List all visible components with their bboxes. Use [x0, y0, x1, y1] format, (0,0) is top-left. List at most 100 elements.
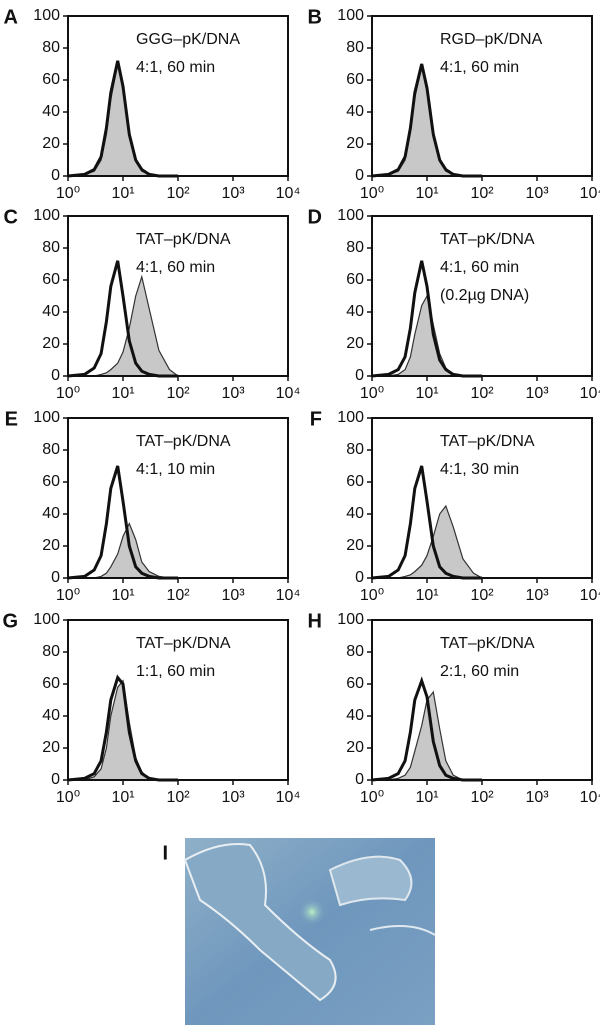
panel-label: H: [308, 610, 322, 632]
annotation: GGG–pK/DNA: [136, 31, 240, 48]
annotation: 4:1, 30 min: [440, 461, 519, 478]
annotation: TAT–pK/DNA: [136, 231, 231, 248]
x-tick-label: 10²: [166, 789, 190, 806]
y-tick-label: 60: [42, 675, 60, 692]
y-tick-label: 80: [42, 643, 60, 660]
x-tick-label: 10¹: [415, 385, 438, 402]
plot-frame: [67, 215, 289, 377]
y-tick-label: 80: [42, 441, 60, 458]
y-tick-label: 0: [355, 569, 364, 586]
annotation: 4:1, 60 min: [440, 59, 519, 76]
annotation: TAT–pK/DNA: [136, 433, 231, 450]
plot-frame: [67, 15, 289, 177]
x-tick-label: 10²: [166, 587, 190, 604]
y-tick-label: 100: [33, 409, 60, 426]
y-tick-label: 40: [42, 103, 60, 120]
plot-frame: [67, 619, 289, 781]
annotation: 4:1, 60 min: [136, 259, 215, 276]
y-tick-label: 20: [346, 335, 364, 352]
y-tick-label: 60: [346, 271, 364, 288]
x-tick-label: 10⁰: [56, 385, 80, 402]
x-tick-label: 10⁰: [360, 185, 384, 202]
plot-frame: [67, 417, 289, 579]
panel-label: I: [162, 842, 168, 864]
y-tick-label: 40: [42, 707, 60, 724]
x-tick-label: 10⁴: [276, 587, 301, 604]
x-tick-label: 10⁰: [360, 789, 384, 806]
panel: D 0 20 40 60 80 100 10⁰ 10¹ 10² 10³ 10⁴ TAT–pK/DNA 4:…: [308, 206, 600, 402]
plot-frame: [371, 15, 593, 177]
x-tick-label: 10³: [525, 385, 549, 402]
x-tick-label: 10⁴: [276, 385, 301, 402]
x-tick-label: 10¹: [111, 385, 134, 402]
x-tick-label: 10³: [221, 587, 245, 604]
y-tick-label: 100: [337, 611, 364, 628]
x-tick-label: 10¹: [415, 185, 438, 202]
y-tick-label: 20: [42, 135, 60, 152]
annotation: 2:1, 60 min: [440, 663, 519, 680]
y-tick-label: 0: [51, 367, 60, 384]
y-tick-label: 40: [42, 505, 60, 522]
y-tick-label: 100: [337, 207, 364, 224]
panel: A 0 20 40 60 80 100 10⁰ 10¹ 10² 10³ 10⁴ GGG–pK/DNA 4:…: [4, 6, 301, 202]
y-tick-label: 20: [346, 739, 364, 756]
annotation: 1:1, 60 min: [136, 663, 215, 680]
y-tick-label: 80: [346, 643, 364, 660]
y-tick-label: 80: [42, 239, 60, 256]
x-tick-label: 10²: [470, 385, 494, 402]
x-tick-label: 10³: [221, 789, 245, 806]
x-tick-label: 10⁰: [56, 185, 80, 202]
x-tick-label: 10²: [470, 789, 494, 806]
x-tick-label: 10²: [166, 385, 190, 402]
y-tick-label: 20: [42, 335, 60, 352]
y-tick-label: 60: [42, 473, 60, 490]
annotation: TAT–pK/DNA: [136, 635, 231, 652]
x-tick-label: 10⁰: [360, 587, 384, 604]
y-tick-label: 40: [346, 103, 364, 120]
panel-label: F: [310, 408, 322, 430]
y-tick-label: 0: [51, 771, 60, 788]
y-tick-label: 0: [355, 167, 364, 184]
annotation: 4:1, 10 min: [136, 461, 215, 478]
histogram-area: [372, 294, 482, 377]
panel-label: B: [308, 6, 322, 28]
x-tick-label: 10¹: [415, 789, 438, 806]
x-tick-label: 10⁴: [580, 789, 600, 806]
y-tick-label: 100: [33, 611, 60, 628]
x-tick-label: 10⁰: [56, 789, 80, 806]
y-tick-label: 20: [346, 537, 364, 554]
panel: B 0 20 40 60 80 100 10⁰ 10¹ 10² 10³ 10⁴ RGD–pK/DNA 4:…: [308, 6, 600, 202]
y-tick-label: 40: [42, 303, 60, 320]
y-tick-label: 100: [33, 7, 60, 24]
x-tick-label: 10¹: [415, 587, 438, 604]
microscopy-image: I: [162, 838, 436, 1025]
panel-label: E: [5, 408, 18, 430]
x-tick-label: 10⁴: [580, 185, 600, 202]
panel-label: C: [4, 206, 18, 228]
y-tick-label: 40: [346, 303, 364, 320]
annotation: TAT–pK/DNA: [440, 231, 535, 248]
x-tick-label: 10⁴: [276, 185, 301, 202]
panel-label: A: [4, 6, 18, 28]
y-tick-label: 80: [346, 239, 364, 256]
panel: G 0 20 40 60 80 100 10⁰ 10¹ 10² 10³ 10⁴ TAT–pK/DNA 1:…: [2, 610, 300, 806]
panel-label: D: [308, 206, 322, 228]
x-tick-label: 10²: [470, 185, 494, 202]
y-tick-label: 0: [51, 167, 60, 184]
y-tick-label: 60: [42, 271, 60, 288]
panel: H 0 20 40 60 80 100 10⁰ 10¹ 10² 10³ 10⁴ TAT–pK/DNA 2:…: [308, 610, 600, 806]
y-tick-label: 80: [346, 39, 364, 56]
y-tick-label: 80: [42, 39, 60, 56]
x-tick-label: 10⁴: [580, 385, 600, 402]
annotation: RGD–pK/DNA: [440, 31, 543, 48]
annotation: TAT–pK/DNA: [440, 635, 535, 652]
panel: C 0 20 40 60 80 100 10⁰ 10¹ 10² 10³ 10⁴ TAT–pK/DNA 4:…: [4, 206, 301, 402]
y-tick-label: 60: [346, 473, 364, 490]
x-tick-label: 10²: [166, 185, 190, 202]
panel-label: G: [2, 610, 18, 632]
y-tick-label: 20: [42, 739, 60, 756]
x-tick-label: 10³: [525, 587, 549, 604]
y-tick-label: 100: [337, 7, 364, 24]
